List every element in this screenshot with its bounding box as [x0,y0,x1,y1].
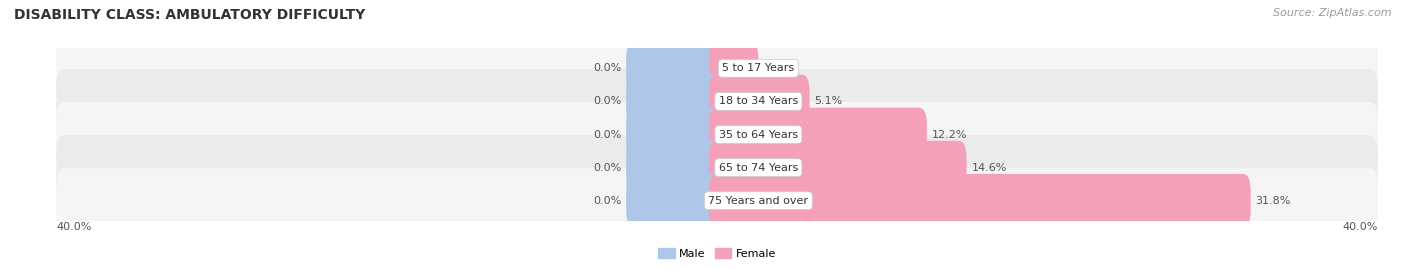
FancyBboxPatch shape [626,108,725,161]
FancyBboxPatch shape [709,108,927,161]
Legend: Male, Female: Male, Female [654,243,780,263]
Text: 5 to 17 Years: 5 to 17 Years [723,63,794,73]
FancyBboxPatch shape [709,141,966,194]
FancyBboxPatch shape [709,75,810,128]
FancyBboxPatch shape [626,75,725,128]
FancyBboxPatch shape [56,102,1378,167]
Text: 40.0%: 40.0% [1343,222,1378,232]
Text: 12.2%: 12.2% [932,129,967,140]
Text: 75 Years and over: 75 Years and over [709,196,808,206]
Text: 40.0%: 40.0% [56,222,91,232]
Text: 35 to 64 Years: 35 to 64 Years [718,129,799,140]
FancyBboxPatch shape [709,41,758,95]
Text: DISABILITY CLASS: AMBULATORY DIFFICULTY: DISABILITY CLASS: AMBULATORY DIFFICULTY [14,8,366,22]
Text: 0.0%: 0.0% [593,63,621,73]
Text: 0.0%: 0.0% [593,96,621,107]
Text: 0.0%: 0.0% [593,162,621,173]
Text: 65 to 74 Years: 65 to 74 Years [718,162,799,173]
Text: 0.0%: 0.0% [593,129,621,140]
FancyBboxPatch shape [56,36,1378,101]
FancyBboxPatch shape [626,141,725,194]
FancyBboxPatch shape [56,168,1378,233]
Text: 5.1%: 5.1% [814,96,842,107]
Text: Source: ZipAtlas.com: Source: ZipAtlas.com [1274,8,1392,18]
FancyBboxPatch shape [56,69,1378,134]
Text: 18 to 34 Years: 18 to 34 Years [718,96,799,107]
Text: 0.0%: 0.0% [763,63,792,73]
FancyBboxPatch shape [56,135,1378,200]
FancyBboxPatch shape [626,41,725,95]
Text: 14.6%: 14.6% [972,162,1007,173]
FancyBboxPatch shape [709,174,1251,228]
FancyBboxPatch shape [626,174,725,228]
Text: 31.8%: 31.8% [1256,196,1291,206]
Text: 0.0%: 0.0% [593,196,621,206]
